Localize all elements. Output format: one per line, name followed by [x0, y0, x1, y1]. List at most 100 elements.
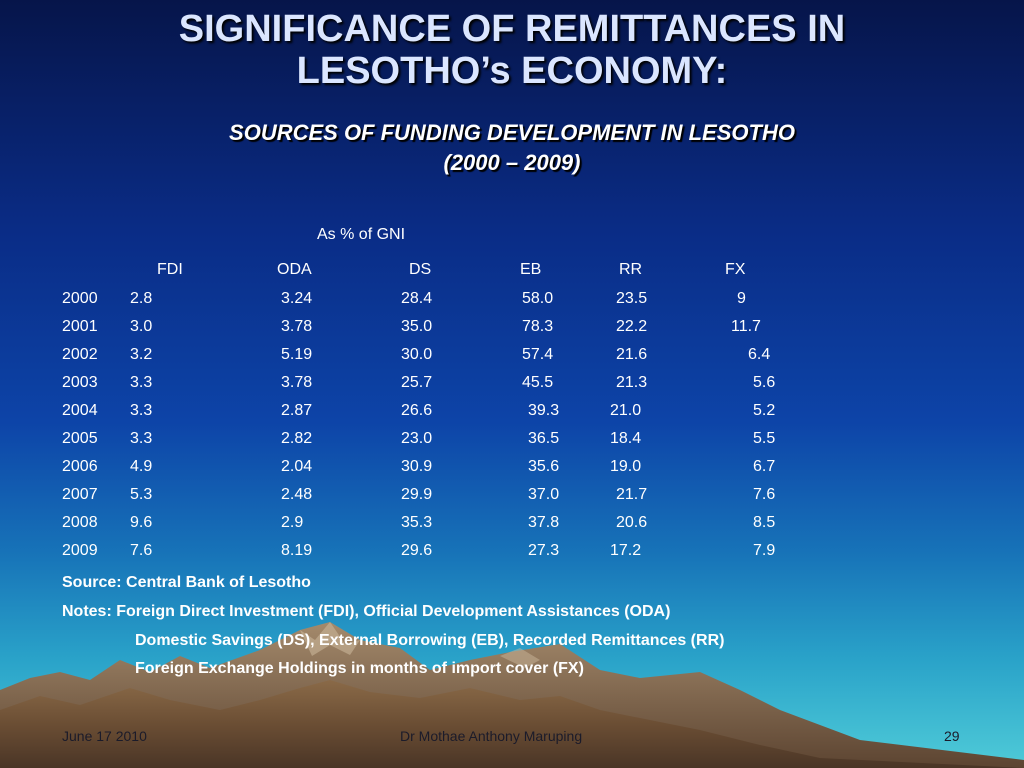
table-row: 2006 4.9 2.04 30.9 35.6 19.0 6.7 — [0, 458, 1024, 482]
table-row: 2008 9.6 2.9 35.3 37.8 20.6 8.5 — [0, 514, 1024, 538]
cell-fx: 8.5 — [753, 514, 776, 531]
table-row: 2005 3.3 2.82 23.0 36.5 18.4 5.5 — [0, 430, 1024, 454]
cell-year: 2008 — [62, 514, 98, 531]
cell-oda: 3.78 — [281, 374, 313, 391]
cell-fx: 5.5 — [753, 430, 776, 447]
cell-eb: 39.3 — [528, 402, 560, 419]
table-row: 2004 3.3 2.87 26.6 39.3 21.0 5.2 — [0, 402, 1024, 426]
cell-eb: 35.6 — [528, 458, 560, 475]
cell-oda: 3.24 — [281, 290, 313, 307]
cell-fx: 5.2 — [753, 402, 776, 419]
cell-eb: 27.3 — [528, 542, 560, 559]
footer-author: Dr Mothae Anthony Maruping — [400, 728, 583, 744]
cell-fdi: 3.0 — [130, 318, 153, 335]
source-note: Source: Central Bank of Lesotho — [62, 574, 311, 591]
cell-year: 2004 — [62, 402, 98, 419]
cell-fdi: 3.2 — [130, 346, 153, 363]
cell-rr: 21.3 — [616, 374, 648, 391]
cell-fx: 7.9 — [753, 542, 776, 559]
cell-ds: 29.6 — [401, 542, 433, 559]
cell-ds: 25.7 — [401, 374, 433, 391]
cell-fdi: 3.3 — [130, 374, 153, 391]
cell-fx: 6.7 — [753, 458, 776, 475]
cell-rr: 23.5 — [616, 290, 648, 307]
cell-year: 2002 — [62, 346, 98, 363]
table-row: 2002 3.2 5.19 30.0 57.4 21.6 6.4 — [0, 346, 1024, 370]
cell-ds: 28.4 — [401, 290, 433, 307]
mountain-landscape-image — [0, 622, 1024, 768]
cell-fdi: 3.3 — [130, 402, 153, 419]
footer-page-number: 29 — [944, 728, 960, 744]
slide-subtitle-line-2: (2000 – 2009) — [443, 150, 581, 175]
notes-line-3: Foreign Exchange Holdings in months of i… — [135, 660, 584, 677]
notes-line-2: Domestic Savings (DS), External Borrowin… — [135, 632, 725, 649]
cell-oda: 2.9 — [281, 514, 304, 531]
table-row: 2001 3.0 3.78 35.0 78.3 22.2 11.7 — [0, 318, 1024, 342]
table-row: 2007 5.3 2.48 29.9 37.0 21.7 7.6 — [0, 486, 1024, 510]
cell-oda: 2.87 — [281, 402, 313, 419]
cell-ds: 26.6 — [401, 402, 433, 419]
cell-oda: 2.04 — [281, 458, 313, 475]
cell-fx: 6.4 — [748, 346, 771, 363]
footer-date: June 17 2010 — [62, 728, 147, 744]
column-header-oda: ODA — [277, 261, 312, 278]
cell-rr: 22.2 — [616, 318, 648, 335]
column-header-fdi: FDI — [157, 261, 183, 278]
cell-rr: 18.4 — [610, 430, 642, 447]
cell-year: 2000 — [62, 290, 98, 307]
slide-title: SIGNIFICANCE OF REMITTANCES IN LESOTHO’s… — [0, 8, 1024, 92]
slide-subtitle-line-1: SOURCES OF FUNDING DEVELOPMENT IN LESOTH… — [229, 120, 795, 145]
cell-eb: 37.0 — [528, 486, 560, 503]
cell-fx: 7.6 — [753, 486, 776, 503]
cell-oda: 2.48 — [281, 486, 313, 503]
cell-eb: 36.5 — [528, 430, 560, 447]
cell-rr: 21.6 — [616, 346, 648, 363]
slide-title-line-1: SIGNIFICANCE OF REMITTANCES IN — [178, 8, 846, 50]
cell-year: 2003 — [62, 374, 98, 391]
table-row: 2003 3.3 3.78 25.7 45.5 21.3 5.6 — [0, 374, 1024, 398]
cell-ds: 35.0 — [401, 318, 433, 335]
cell-fx: 11.7 — [731, 318, 761, 335]
cell-fdi: 7.6 — [130, 542, 153, 559]
cell-ds: 35.3 — [401, 514, 433, 531]
column-header-eb: EB — [520, 261, 542, 278]
slide-subtitle: SOURCES OF FUNDING DEVELOPMENT IN LESOTH… — [0, 118, 1024, 178]
column-header-fx: FX — [725, 261, 746, 278]
cell-fdi: 9.6 — [130, 514, 153, 531]
notes-line-1: Notes: Foreign Direct Investment (FDI), … — [62, 603, 671, 620]
cell-year: 2005 — [62, 430, 98, 447]
cell-rr: 17.2 — [610, 542, 642, 559]
cell-year: 2009 — [62, 542, 98, 559]
cell-rr: 19.0 — [610, 458, 642, 475]
cell-year: 2007 — [62, 486, 98, 503]
cell-fdi: 3.3 — [130, 430, 153, 447]
cell-eb: 37.8 — [528, 514, 560, 531]
cell-eb: 45.5 — [522, 374, 554, 391]
cell-oda: 2.82 — [281, 430, 313, 447]
cell-oda: 8.19 — [281, 542, 313, 559]
cell-oda: 3.78 — [281, 318, 313, 335]
cell-oda: 5.19 — [281, 346, 313, 363]
slide-title-line-2: LESOTHO’s ECONOMY: — [296, 50, 728, 92]
cell-eb: 58.0 — [522, 290, 554, 307]
cell-ds: 23.0 — [401, 430, 433, 447]
table-units-label: As % of GNI — [317, 226, 406, 243]
cell-rr: 21.0 — [610, 402, 642, 419]
cell-fx: 9 — [737, 290, 746, 307]
cell-eb: 57.4 — [522, 346, 554, 363]
table-row: 2009 7.6 8.19 29.6 27.3 17.2 7.9 — [0, 542, 1024, 566]
cell-year: 2001 — [62, 318, 98, 335]
cell-ds: 30.9 — [401, 458, 433, 475]
cell-fx: 5.6 — [753, 374, 776, 391]
cell-fdi: 2.8 — [130, 290, 153, 307]
cell-fdi: 4.9 — [130, 458, 153, 475]
table-row: 2000 2.8 3.24 28.4 58.0 23.5 9 — [0, 290, 1024, 314]
column-header-rr: RR — [619, 261, 643, 278]
cell-year: 2006 — [62, 458, 98, 475]
column-header-ds: DS — [409, 261, 432, 278]
cell-fdi: 5.3 — [130, 486, 153, 503]
cell-ds: 30.0 — [401, 346, 433, 363]
cell-ds: 29.9 — [401, 486, 433, 503]
cell-rr: 20.6 — [616, 514, 648, 531]
